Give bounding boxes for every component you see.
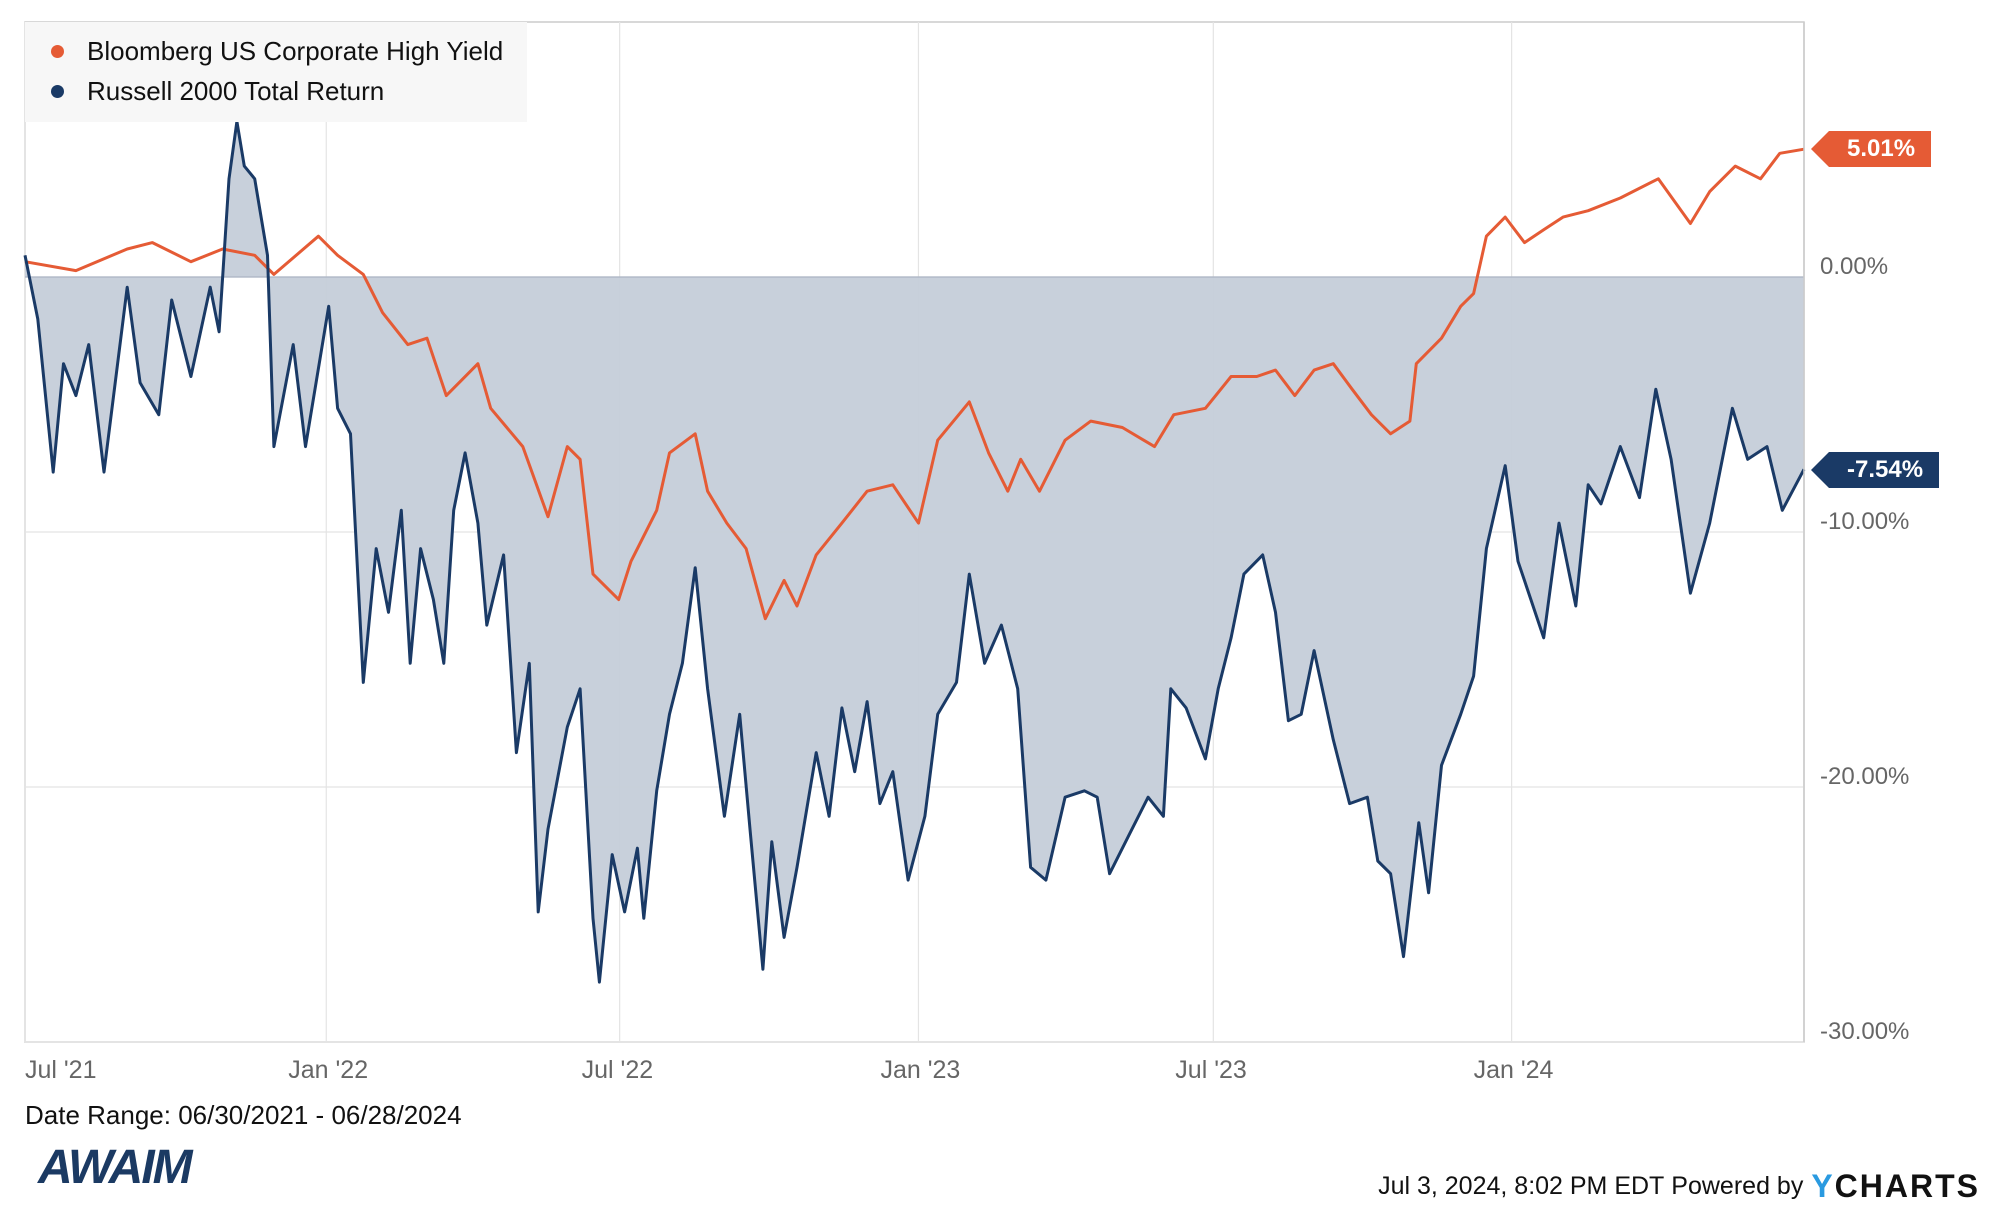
end-value-tag-russell: -7.54% — [1810, 452, 1940, 488]
ycharts-y: Y — [1811, 1168, 1835, 1204]
legend-item-russell-2000[interactable]: Russell 2000 Total Return — [51, 76, 384, 107]
y-tick-label: -30.00% — [1820, 1018, 1910, 1045]
timestamp: Jul 3, 2024, 8:02 PM EDT — [1378, 1172, 1665, 1200]
ycharts-text: CHARTS — [1834, 1168, 1980, 1204]
date-range: Date Range: 06/30/2021 - 06/28/2024 — [25, 1100, 462, 1130]
y-tick-label: -20.00% — [1820, 763, 1910, 790]
x-tick-label: Jan '22 — [288, 1056, 369, 1084]
high-yield-line — [24, 147, 1805, 621]
legend-label: Russell 2000 Total Return — [87, 76, 385, 106]
russell-area-fill — [25, 121, 1804, 983]
end-value-tag-high-yield: 5.01% — [1810, 131, 1932, 167]
x-tick-label: Jul '21 — [25, 1056, 97, 1084]
x-tick-label: Jan '23 — [880, 1056, 961, 1084]
legend-item-high-yield[interactable]: Bloomberg US Corporate High Yield — [51, 36, 503, 67]
footer: Jul 3, 2024, 8:02 PM EDT Powered by YCHA… — [1378, 1168, 1980, 1205]
legend-label: Bloomberg US Corporate High Yield — [87, 36, 504, 66]
legend-dot-icon — [51, 45, 64, 58]
x-tick-label: Jul '22 — [581, 1056, 654, 1084]
x-tick-label: Jul '23 — [1175, 1056, 1247, 1084]
y-tick-label: -10.00% — [1820, 508, 1910, 535]
russell-2000-line — [23, 120, 1806, 984]
awaim-logo: AWAIM — [38, 1141, 193, 1194]
y-tick-label: 0.00% — [1820, 253, 1889, 280]
ycharts-logo[interactable]: YCHARTS — [1811, 1168, 1980, 1205]
legend-dot-icon — [51, 85, 64, 98]
legend: Bloomberg US Corporate High Yield Russel… — [25, 22, 527, 122]
powered-by: Powered by — [1671, 1172, 1804, 1200]
x-tick-label: Jan '24 — [1473, 1056, 1554, 1084]
